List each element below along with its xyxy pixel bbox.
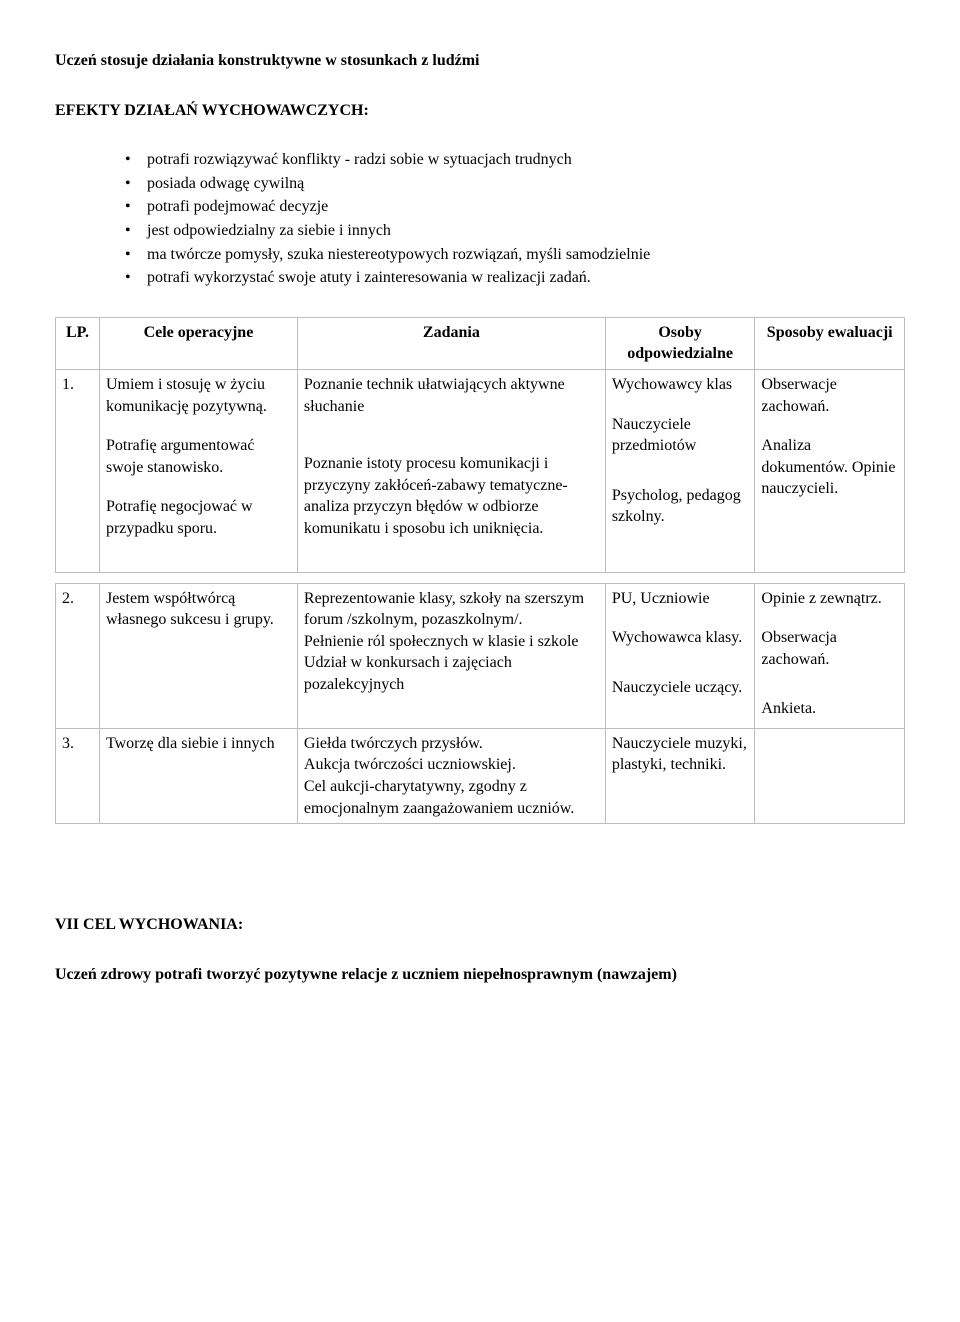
cell-zadania: Poznanie technik ułatwiających aktywne s… [297, 369, 605, 572]
cell-text: Obserwacja zachowań. [761, 627, 898, 670]
cell-lp: 2. [56, 583, 100, 728]
col-header-zadania: Zadania [297, 317, 605, 369]
list-item: potrafi rozwiązywać konflikty - radzi so… [125, 149, 905, 171]
cell-text: Nauczyciele uczący. [612, 677, 749, 699]
table-row: 1. Umiem i stosuję w życiu komunikację p… [56, 369, 905, 572]
effects-list: potrafi rozwiązywać konflikty - radzi so… [55, 149, 905, 289]
list-item: potrafi wykorzystać swoje atuty i zainte… [125, 267, 905, 289]
cell-text: Opinie z zewnątrz. [761, 588, 898, 610]
cell-text: Potrafię argumentować swoje stanowisko. [106, 435, 291, 478]
cell-text: Potrafię negocjować w przypadku sporu. [106, 496, 291, 539]
table-row: 2. Jestem współtwórcą własnego sukcesu i… [56, 583, 905, 728]
cell-lp: 3. [56, 728, 100, 823]
cell-cele: Jestem współtwórcą własnego sukcesu i gr… [99, 583, 297, 728]
col-header-cele: Cele operacyjne [99, 317, 297, 369]
cell-text: Wychowawcy klas [612, 374, 749, 396]
cell-cele: Umiem i stosuję w życiu komunikację pozy… [99, 369, 297, 572]
cell-lp: 1. [56, 369, 100, 572]
cell-osoby: Nauczyciele muzyki, plastyki, techniki. [605, 728, 755, 823]
list-item: jest odpowiedzialny za siebie i innych [125, 220, 905, 242]
list-item: posiada odwagę cywilną [125, 173, 905, 195]
cell-osoby: PU, Uczniowie Wychowawca klasy. Nauczyci… [605, 583, 755, 728]
col-header-osoby: Osoby odpowiedzialne [605, 317, 755, 369]
cell-sposoby [755, 728, 905, 823]
cell-text: PU, Uczniowie [612, 588, 749, 610]
page-title: Uczeń stosuje działania konstruktywne w … [55, 50, 905, 72]
table-row: 3. Tworzę dla siebie i innych Giełda twó… [56, 728, 905, 823]
cell-text: Umiem i stosuję w życiu komunikację pozy… [106, 374, 291, 417]
cell-text: Wychowawca klasy. [612, 627, 749, 649]
table-header-row: LP. Cele operacyjne Zadania Osoby odpowi… [56, 317, 905, 369]
cell-text: Poznanie technik ułatwiających aktywne s… [304, 374, 599, 417]
cell-cele: Tworzę dla siebie i innych [99, 728, 297, 823]
list-item: ma twórcze pomysły, szuka niestereotypow… [125, 244, 905, 266]
cell-text: Obserwacje zachowań. [761, 374, 898, 417]
table-1: LP. Cele operacyjne Zadania Osoby odpowi… [55, 317, 905, 573]
cell-text: Nauczyciele przedmiotów [612, 414, 749, 457]
cell-zadania: Giełda twórczych przysłów. Aukcja twórcz… [297, 728, 605, 823]
cell-sposoby: Obserwacje zachowań. Analiza dokumentów.… [755, 369, 905, 572]
cell-text: Poznanie istoty procesu komunikacji i pr… [304, 453, 599, 539]
list-item: potrafi podejmować decyzje [125, 196, 905, 218]
cell-text: Psycholog, pedagog szkolny. [612, 485, 749, 528]
table-2: 2. Jestem współtwórcą własnego sukcesu i… [55, 583, 905, 825]
col-header-lp: LP. [56, 317, 100, 369]
cell-text: Ankieta. [761, 698, 898, 720]
cell-osoby: Wychowawcy klas Nauczyciele przedmiotów … [605, 369, 755, 572]
cell-zadania: Reprezentowanie klasy, szkoły na szerszy… [297, 583, 605, 728]
cell-text: Analiza dokumentów. Opinie nauczycieli. [761, 435, 898, 500]
col-header-sposoby: Sposoby ewaluacji [755, 317, 905, 369]
section-vii-text: Uczeń zdrowy potrafi tworzyć pozytywne r… [55, 964, 905, 986]
effects-heading: EFEKTY DZIAŁAŃ WYCHOWAWCZYCH: [55, 100, 905, 122]
section-vii-heading: VII CEL WYCHOWANIA: [55, 914, 905, 936]
cell-sposoby: Opinie z zewnątrz. Obserwacja zachowań. … [755, 583, 905, 728]
